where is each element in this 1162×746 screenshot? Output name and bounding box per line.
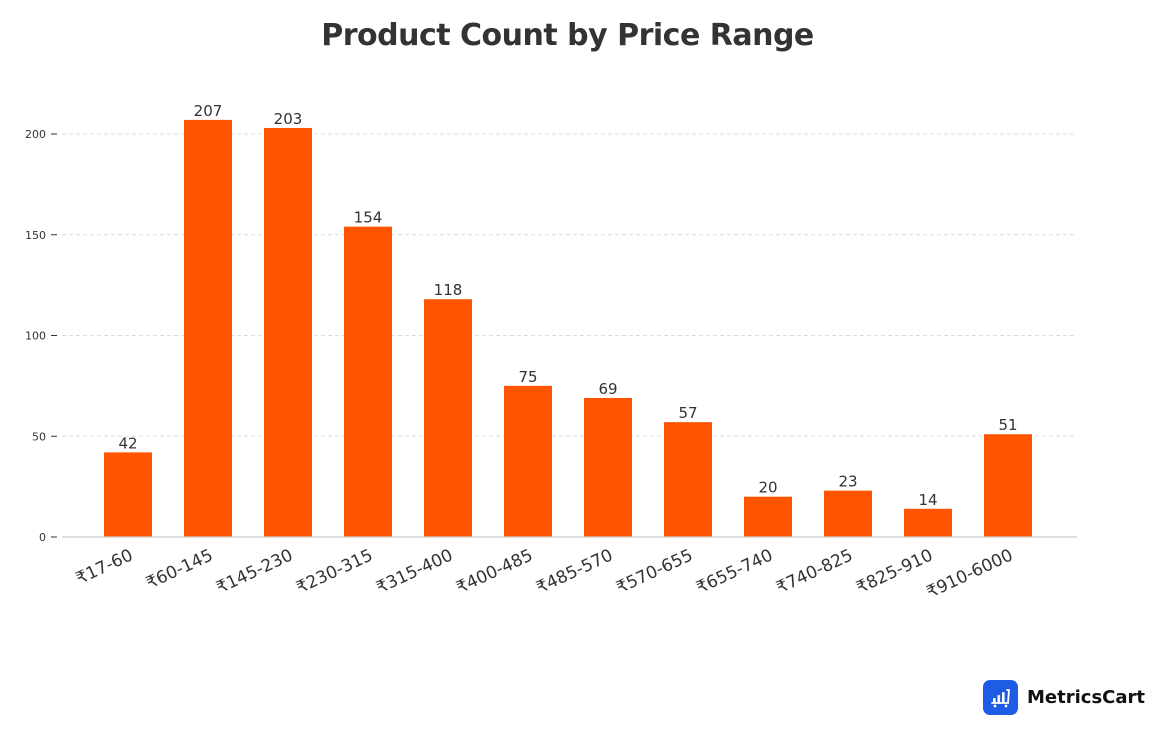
x-tick-label: ₹910-6000 xyxy=(924,545,1016,602)
chart-title: Product Count by Price Range xyxy=(321,18,814,53)
bar[interactable] xyxy=(824,490,872,537)
logo-chart-cart-icon xyxy=(983,680,1018,715)
bar[interactable] xyxy=(184,119,232,538)
y-tick-label: 150 xyxy=(25,229,46,242)
bar[interactable] xyxy=(424,299,472,537)
bar[interactable] xyxy=(584,397,632,537)
bar-value-label: 207 xyxy=(194,102,223,120)
bar[interactable] xyxy=(344,226,392,537)
x-tick-label: ₹145-230 xyxy=(213,545,296,598)
y-tick-label: 100 xyxy=(25,330,46,343)
bar-value-label: 154 xyxy=(354,209,383,227)
bar[interactable] xyxy=(984,434,1032,537)
bar[interactable] xyxy=(904,508,952,537)
bar-value-label: 51 xyxy=(998,416,1017,434)
x-tick-label: ₹825-910 xyxy=(853,545,936,598)
x-tick-label: ₹17-60 xyxy=(73,545,136,589)
bar-value-label: 14 xyxy=(918,491,937,509)
y-tick-label: 200 xyxy=(25,128,46,141)
bar-value-label: 69 xyxy=(598,380,617,398)
bar-value-label: 118 xyxy=(434,281,463,299)
x-tick-label: ₹485-570 xyxy=(533,545,616,598)
x-tick-label: ₹740-825 xyxy=(773,545,856,598)
x-tick-label: ₹570-655 xyxy=(613,545,696,598)
logo-text: MetricsCart xyxy=(1027,687,1145,708)
bar[interactable] xyxy=(664,422,712,537)
metricscart-logo: MetricsCart xyxy=(983,680,1145,715)
x-tick-label: ₹230-315 xyxy=(293,545,376,598)
x-tick-label: ₹315-400 xyxy=(373,545,456,598)
bar-value-label: 57 xyxy=(678,404,697,422)
bar[interactable] xyxy=(744,496,792,537)
x-tick-label: ₹400-485 xyxy=(453,545,536,598)
bar-value-label: 23 xyxy=(838,473,857,491)
bar-value-label: 75 xyxy=(518,368,537,386)
y-tick-label: 0 xyxy=(39,531,46,544)
bar[interactable] xyxy=(104,452,152,537)
bar[interactable] xyxy=(264,127,312,537)
bar-value-label: 203 xyxy=(274,110,303,128)
bar[interactable] xyxy=(504,385,552,537)
x-tick-label: ₹655-740 xyxy=(693,545,776,598)
y-tick-label: 50 xyxy=(32,430,46,443)
x-tick-label: ₹60-145 xyxy=(143,545,216,593)
bar-value-label: 20 xyxy=(758,479,777,497)
bar-value-label: 42 xyxy=(118,434,137,452)
